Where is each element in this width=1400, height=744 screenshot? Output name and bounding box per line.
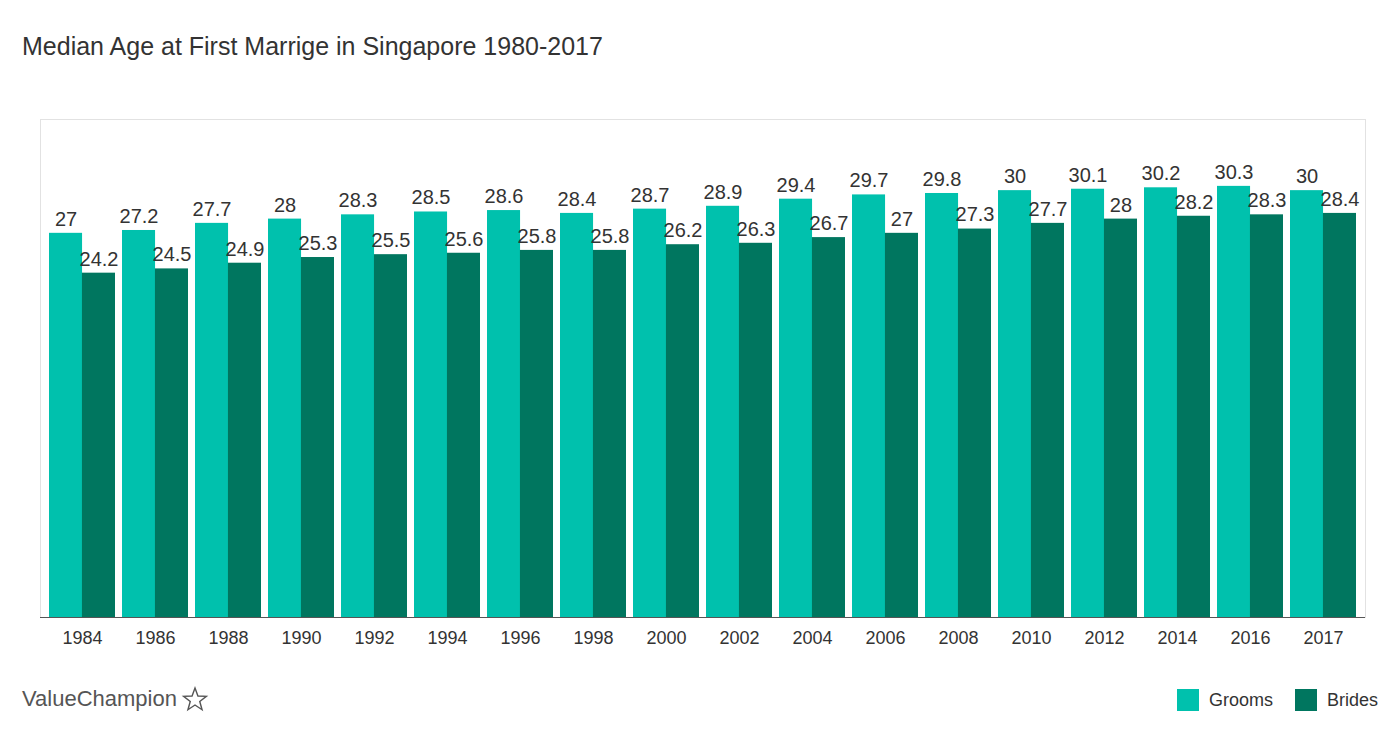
svg-text:28.6: 28.6 — [485, 185, 524, 207]
svg-text:25.5: 25.5 — [372, 229, 411, 251]
svg-text:1994: 1994 — [427, 628, 467, 648]
svg-text:2002: 2002 — [719, 628, 759, 648]
svg-text:25.6: 25.6 — [445, 228, 484, 250]
svg-text:1990: 1990 — [281, 628, 321, 648]
svg-text:2016: 2016 — [1230, 628, 1270, 648]
svg-text:27: 27 — [891, 208, 913, 230]
svg-text:29.7: 29.7 — [850, 169, 889, 191]
svg-text:1984: 1984 — [62, 628, 102, 648]
svg-text:2004: 2004 — [792, 628, 832, 648]
svg-text:30.3: 30.3 — [1215, 161, 1254, 183]
html-text:ValueChampion: ValueChampion — [22, 686, 177, 711]
html-text:Brides: Brides — [1327, 689, 1378, 710]
svg-text:28.5: 28.5 — [412, 186, 451, 208]
svg-text:2017: 2017 — [1303, 628, 1343, 648]
svg-text:24.5: 24.5 — [153, 243, 192, 265]
svg-text:27: 27 — [55, 208, 77, 230]
svg-text:2010: 2010 — [1011, 628, 1051, 648]
svg-text:30: 30 — [1296, 165, 1318, 187]
svg-text:2000: 2000 — [646, 628, 686, 648]
svg-text:26.2: 26.2 — [664, 219, 703, 241]
svg-text:28.3: 28.3 — [339, 189, 378, 211]
svg-text:30: 30 — [1004, 165, 1026, 187]
svg-text:28: 28 — [1110, 194, 1132, 216]
svg-text:2008: 2008 — [938, 628, 978, 648]
svg-text:28.2: 28.2 — [1175, 191, 1214, 213]
svg-text:1992: 1992 — [354, 628, 394, 648]
svg-text:2014: 2014 — [1157, 628, 1197, 648]
svg-text:27.7: 27.7 — [193, 198, 232, 220]
svg-text:25.8: 25.8 — [518, 225, 557, 247]
svg-text:28: 28 — [274, 194, 296, 216]
svg-text:25.3: 25.3 — [299, 232, 338, 254]
html-text:Grooms: Grooms — [1209, 689, 1273, 710]
svg-text:25.8: 25.8 — [591, 225, 630, 247]
svg-text:27.7: 27.7 — [1029, 198, 1068, 220]
svg-text:2012: 2012 — [1084, 628, 1124, 648]
svg-text:1996: 1996 — [500, 628, 540, 648]
svg-text:30.2: 30.2 — [1142, 162, 1181, 184]
svg-text:29.8: 29.8 — [923, 168, 962, 190]
svg-text:28.7: 28.7 — [631, 184, 670, 206]
svg-text:1998: 1998 — [573, 628, 613, 648]
svg-text:24.2: 24.2 — [80, 248, 119, 270]
svg-text:26.3: 26.3 — [737, 218, 776, 240]
svg-text:27.3: 27.3 — [956, 203, 995, 225]
svg-text:1986: 1986 — [135, 628, 175, 648]
svg-text:28.3: 28.3 — [1248, 189, 1287, 211]
svg-text:28.4: 28.4 — [1321, 188, 1360, 210]
svg-text:1988: 1988 — [208, 628, 248, 648]
svg-text:28.9: 28.9 — [704, 181, 743, 203]
svg-text:26.7: 26.7 — [810, 212, 849, 234]
svg-text:30.1: 30.1 — [1069, 164, 1108, 186]
html-text:Median Age at First Marrige in: Median Age at First Marrige in Singapore… — [22, 32, 603, 60]
svg-text:29.4: 29.4 — [777, 174, 816, 196]
svg-text:27.2: 27.2 — [120, 205, 159, 227]
svg-text:28.4: 28.4 — [558, 188, 597, 210]
svg-text:24.9: 24.9 — [226, 238, 265, 260]
svg-text:2006: 2006 — [865, 628, 905, 648]
